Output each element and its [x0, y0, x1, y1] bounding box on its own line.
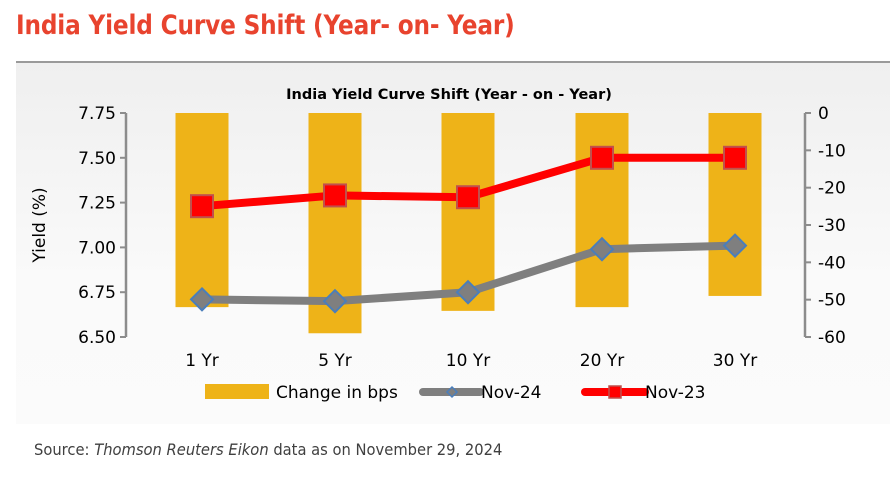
marker-nov-24-20yr [589, 236, 615, 262]
legend-label-change-in-bps: Change in bps [276, 383, 398, 403]
legend: Change in bps Nov-24 Nov-23 [205, 383, 706, 403]
source-provider: Thomson Reuters Eikon [94, 440, 269, 459]
source-prefix: Source: [34, 440, 95, 459]
legend-label-nov-23: Nov-23 [645, 383, 706, 403]
marker-nov-23-20yr [590, 145, 614, 170]
left-tick-label: 7.25 [78, 194, 116, 214]
marker-nov-23-1yr [190, 194, 214, 219]
bar-10yr [441, 113, 495, 311]
right-tick-label: -20 [818, 179, 846, 199]
legend-label-nov-24: Nov-24 [481, 383, 542, 403]
left-tick-label: 7.00 [78, 238, 116, 258]
left-tick-label: 6.75 [78, 283, 116, 303]
source-note: Source: Thomson Reuters Eikon data as on… [34, 440, 502, 459]
right-tick-label: -60 [818, 328, 846, 348]
right-tick-label: -50 [818, 291, 846, 311]
yield-curve-chart: India Yield Curve Shift (Year - on - Yea… [30, 87, 846, 403]
x-tick-label: 20 Yr [580, 351, 624, 371]
legend-marker-nov-24 [445, 385, 459, 399]
marker-nov-24-30yr [722, 233, 748, 259]
source-suffix: data as on November 29, 2024 [268, 440, 503, 459]
legend-marker-nov-23 [608, 385, 622, 399]
marker-nov-23-30yr [723, 145, 747, 170]
right-tick-label: 0 [818, 104, 829, 124]
marker-nov-24-5yr [322, 288, 348, 314]
left-tick-label: 7.50 [78, 149, 116, 169]
left-tick-label: 6.50 [78, 328, 116, 348]
x-tick-label: 5 Yr [318, 351, 352, 371]
page-title: India Yield Curve Shift (Year- on- Year) [16, 10, 515, 41]
x-tick-label: 10 Yr [446, 351, 490, 371]
y-axis-label: Yield (%) [30, 187, 50, 263]
left-tick-label: 7.75 [78, 104, 116, 124]
lines-layer [189, 145, 748, 314]
axes-layer: 7.75 7.50 7.25 7.00 6.75 6.50 0 -10 -20 -30 -40 -50… [78, 104, 846, 348]
x-tick-labels: 1 Yr 5 Yr 10 Yr 20 Yr 30 Yr [185, 351, 757, 371]
chart-title: India Yield Curve Shift (Year - on - Yea… [286, 87, 612, 103]
x-tick-label: 1 Yr [185, 351, 219, 371]
marker-nov-24-10yr [455, 279, 481, 305]
bar-20yr [575, 113, 629, 308]
bar-30yr [708, 113, 762, 296]
legend-swatch-change-in-bps [205, 384, 269, 399]
right-tick-label: -30 [818, 216, 846, 236]
right-tick-label: -10 [818, 141, 846, 161]
marker-nov-23-10yr [456, 185, 480, 210]
x-tick-label: 30 Yr [713, 351, 757, 371]
marker-nov-24-1yr [189, 286, 215, 312]
right-tick-label: -40 [818, 253, 846, 273]
marker-nov-23-5yr [323, 183, 347, 208]
